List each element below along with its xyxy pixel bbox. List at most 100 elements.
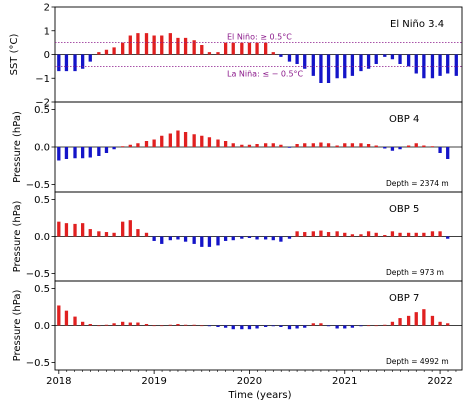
- bar: [319, 323, 323, 326]
- bar: [287, 54, 292, 62]
- bar: [438, 231, 442, 237]
- bar: [271, 236, 275, 241]
- bar: [326, 232, 331, 237]
- bar: [422, 309, 426, 326]
- bar: [406, 54, 411, 67]
- x-tick-label: 2020: [237, 376, 262, 387]
- bar: [446, 236, 450, 239]
- bar: [255, 236, 259, 240]
- bar: [319, 142, 323, 147]
- bar: [97, 52, 101, 55]
- bar: [97, 231, 101, 237]
- bar: [112, 232, 116, 237]
- bar: [422, 54, 426, 79]
- bar: [438, 321, 442, 326]
- bar: [326, 325, 331, 327]
- bar: [359, 234, 363, 237]
- bar: [192, 134, 196, 147]
- bar: [430, 54, 435, 79]
- bar: [240, 236, 244, 239]
- bar: [295, 231, 299, 237]
- y-axis-title: SST (°C): [9, 34, 20, 76]
- bar: [73, 147, 77, 159]
- bar: [207, 236, 212, 247]
- bar: [287, 147, 292, 148]
- bar: [350, 234, 355, 237]
- bar: [390, 54, 395, 60]
- bar: [57, 147, 61, 161]
- bar: [231, 42, 235, 55]
- bar: [271, 325, 275, 327]
- bar: [152, 35, 156, 55]
- bar: [326, 143, 331, 147]
- bar: [430, 315, 435, 326]
- bar: [128, 144, 132, 147]
- bar: [200, 135, 204, 147]
- bar: [366, 144, 371, 147]
- bar: [287, 325, 292, 330]
- bar: [350, 325, 355, 328]
- bar: [152, 325, 156, 327]
- bar: [319, 230, 323, 237]
- bar: [168, 33, 172, 55]
- bar: [136, 322, 140, 326]
- bar: [335, 231, 339, 237]
- depth-annotation: Depth = 4992 m: [386, 357, 449, 366]
- y-tick-label: −2: [35, 98, 50, 109]
- bar: [287, 236, 292, 239]
- bar: [383, 324, 387, 326]
- bar: [136, 33, 140, 55]
- bar: [144, 324, 149, 326]
- y-axis-title: Pressure (hPa): [12, 111, 23, 183]
- y-tick-label: −0.5: [26, 269, 50, 280]
- bar: [422, 145, 426, 147]
- y-tick-label: 0.0: [34, 143, 50, 154]
- bar: [343, 54, 347, 79]
- bar: [303, 325, 307, 328]
- bar: [97, 325, 101, 327]
- bar: [303, 54, 307, 69]
- x-tick-label: 2022: [427, 376, 452, 387]
- y-tick-label: 0.0: [34, 321, 50, 332]
- bar: [366, 325, 371, 327]
- bar: [374, 54, 378, 64]
- bar: [152, 139, 156, 147]
- bar: [223, 42, 228, 55]
- bar: [335, 145, 339, 147]
- bar: [295, 325, 299, 329]
- bar: [200, 45, 204, 55]
- panel-title: OBP 7: [389, 293, 419, 304]
- bar: [121, 146, 125, 147]
- bar: [247, 325, 252, 330]
- bar: [183, 324, 188, 326]
- bar: [311, 54, 315, 76]
- bar: [88, 54, 92, 62]
- bar: [319, 54, 323, 83]
- bar: [207, 52, 212, 55]
- y-axis-title: Pressure (hPa): [12, 201, 23, 273]
- bar: [303, 143, 307, 147]
- bar: [263, 143, 268, 147]
- bar: [216, 52, 220, 55]
- bar: [383, 54, 387, 57]
- bar: [383, 147, 387, 149]
- bar: [80, 54, 85, 69]
- threshold-label: El Niño: ≥ 0.5°C: [227, 33, 292, 42]
- bar: [406, 145, 411, 147]
- bar: [311, 143, 315, 147]
- bar: [104, 232, 109, 237]
- bar: [343, 325, 347, 329]
- bar: [295, 54, 299, 64]
- bar: [343, 232, 347, 237]
- y-tick-label: −0.5: [26, 180, 50, 191]
- bar: [390, 231, 395, 237]
- bar: [398, 54, 402, 64]
- bar: [183, 236, 188, 242]
- bar: [430, 146, 435, 147]
- bar: [176, 130, 180, 147]
- y-axis-title: Pressure (hPa): [12, 290, 23, 362]
- bar: [160, 35, 164, 55]
- bar: [104, 49, 109, 55]
- bar: [247, 236, 252, 238]
